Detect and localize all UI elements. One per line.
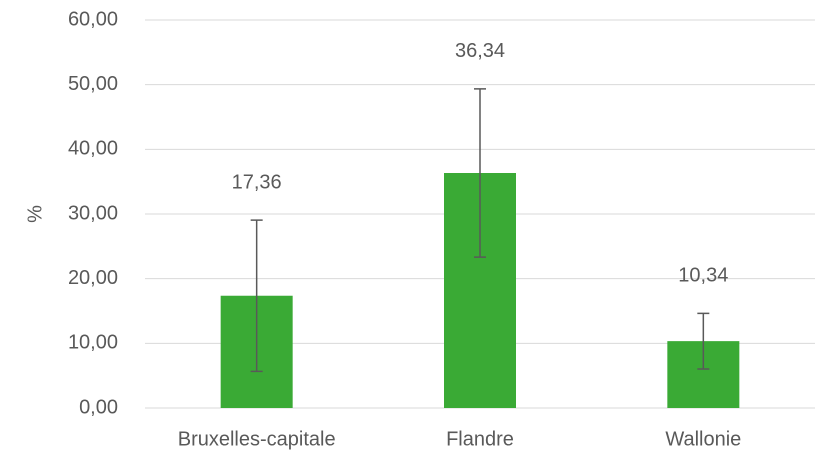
error-bar (474, 88, 486, 258)
y-tick-label: 40,00 (68, 138, 118, 160)
y-tick-label: 20,00 (68, 267, 118, 289)
value-label: 17,36 (232, 171, 282, 193)
y-tick-label: 60,00 (68, 8, 118, 30)
error-bar (697, 312, 710, 370)
value-label: 36,34 (455, 40, 505, 62)
x-tick-label: Wallonie (665, 428, 741, 450)
y-tick-label: 0,00 (79, 396, 118, 418)
error-bar (250, 219, 263, 373)
y-axis-label: % (24, 205, 46, 223)
y-tick-label: 30,00 (68, 202, 118, 224)
y-tick-label: 50,00 (68, 73, 118, 95)
x-tick-label: Bruxelles-capitale (178, 428, 336, 450)
x-tick-label: Flandre (446, 428, 514, 450)
y-tick-label: 10,00 (68, 332, 118, 354)
value-label: 10,34 (678, 265, 728, 287)
